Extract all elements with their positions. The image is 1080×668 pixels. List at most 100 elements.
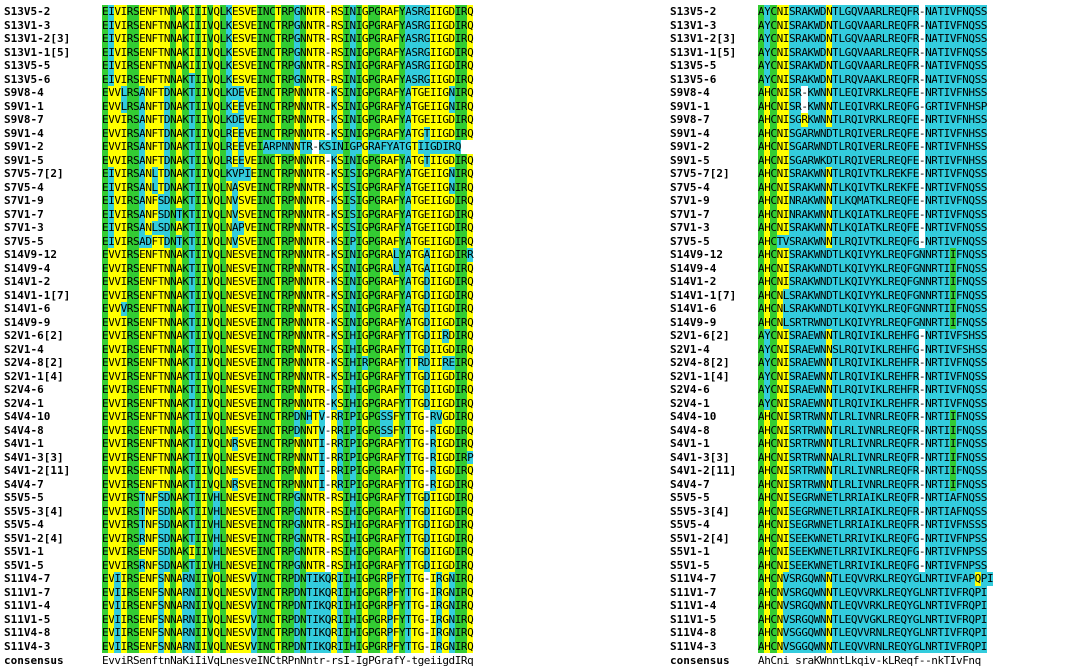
residue: V [207, 126, 214, 140]
residue: C [269, 410, 276, 424]
residue: R [126, 504, 134, 518]
residue: N [145, 180, 152, 194]
residue: R [912, 464, 920, 478]
residue: V [949, 140, 957, 154]
residue: D [826, 153, 833, 167]
residue: V [108, 126, 115, 140]
residue: E [139, 464, 146, 478]
residue: A [139, 126, 146, 140]
residue: I [355, 288, 363, 302]
residue: E [894, 275, 901, 289]
residue: S [132, 558, 140, 572]
residue: N [819, 464, 827, 478]
residue: N [262, 207, 270, 221]
residue: D [448, 329, 456, 343]
residue: E [102, 288, 109, 302]
residue: V [114, 45, 121, 59]
residue: G [293, 18, 301, 32]
sequence-label: S5V5-4 [4, 518, 44, 531]
residue: S [132, 140, 140, 154]
residue: V [857, 45, 864, 59]
residue: A [176, 437, 183, 451]
residue: N [281, 140, 289, 154]
sequence-label: S9V1-5 [4, 153, 44, 167]
residue: V [114, 221, 121, 235]
residue: F [392, 18, 400, 32]
residue: R [795, 356, 802, 370]
residue: G [374, 99, 381, 113]
residue: N [163, 261, 171, 275]
residue: N [170, 504, 177, 518]
residue: T [157, 356, 165, 370]
residue: N [145, 302, 152, 316]
alignment-row: S7V5-7[2] AHCNISRAKWNNTLRQIVTKLREKFE-NRTI… [670, 167, 993, 181]
residue: R [795, 288, 802, 302]
sequence-residues: AHCNISRTRWNNTLRLIVNRLREQFR-NRTIIFNQSS [758, 423, 987, 437]
residue: - [918, 383, 926, 396]
residue: V [863, 531, 870, 545]
residue: A [758, 248, 765, 262]
residue: N [262, 545, 270, 559]
residue: E [894, 5, 901, 19]
residue: S [980, 437, 988, 451]
residue: Y [764, 59, 771, 73]
residue: I [108, 180, 115, 194]
residue: G [374, 477, 381, 491]
sequence-label: S5V5-3[4] [670, 504, 730, 518]
residue: D [819, 72, 827, 86]
residue: N [163, 315, 171, 329]
sequence-label: S4V1-1 [670, 437, 710, 450]
residue: Q [213, 221, 220, 235]
residue: E [250, 518, 258, 532]
residue: S [238, 518, 245, 532]
residue: R [795, 437, 802, 451]
residue: F [906, 477, 914, 491]
residue: N [819, 450, 827, 464]
residue: P [368, 396, 375, 410]
residue: I [782, 99, 790, 113]
residue: T [832, 315, 839, 329]
residue: I [120, 207, 128, 221]
residue: S [974, 464, 982, 478]
residue: T [275, 437, 282, 451]
residue: V [857, 572, 864, 586]
residue: A [758, 126, 765, 140]
residue: W [813, 410, 821, 424]
sequence-residues: EVVIRSENFTNNAKTIIVQLNESVEINCTRPNNNTR-KSI… [102, 248, 474, 262]
residue: K [875, 356, 883, 370]
sequence-residues: EVVIRSTNFSDNAKTIIVHLNESVEINCTRPGNNTR-RSI… [102, 491, 474, 505]
residue: V [949, 153, 957, 167]
residue: F [392, 342, 400, 356]
residue: R [460, 450, 468, 464]
residue: G [374, 410, 381, 424]
residue: V [114, 113, 121, 127]
sequence-residues: AHCNISRTRWNNTLRLIVNRLREQFR-NRTIIFNQSS [758, 464, 987, 478]
residue: Q [467, 234, 474, 248]
residue: W [813, 423, 821, 437]
residue: R [795, 86, 802, 100]
residue: V [114, 369, 121, 383]
residue: L [881, 545, 889, 559]
sequence-label: S4V4-7 [4, 477, 44, 491]
residue: N [262, 491, 270, 505]
residue: G [442, 45, 449, 59]
residue: S [411, 18, 418, 32]
residue: I [343, 18, 350, 32]
residue: S [337, 261, 344, 275]
residue: I [355, 423, 363, 437]
residue: V [114, 396, 121, 410]
residue: N [819, 558, 827, 572]
sequence-label: S2V1-4 [670, 342, 710, 356]
residue: K [330, 126, 338, 140]
residue: W [813, 518, 821, 532]
residue: I [429, 221, 437, 235]
residue: V [244, 194, 251, 208]
residue: V [244, 315, 251, 329]
residue: A [931, 18, 938, 32]
residue: T [937, 572, 945, 586]
residue: L [881, 207, 889, 221]
residue: I [943, 248, 951, 262]
residue: V [114, 531, 121, 545]
residue: S [132, 167, 140, 181]
residue: T [312, 99, 319, 113]
